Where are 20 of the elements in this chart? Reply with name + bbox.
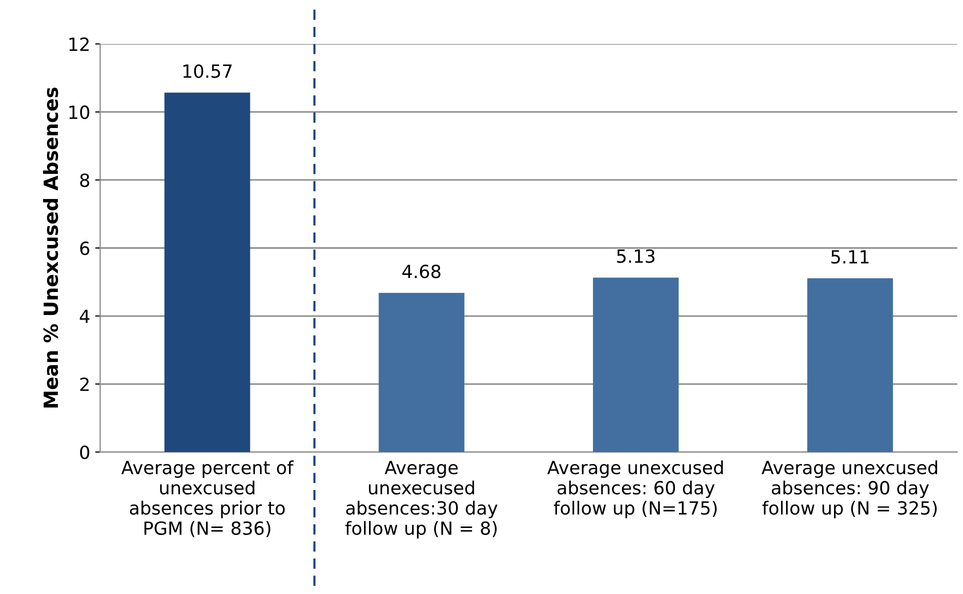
data-label: 5.13 <box>617 249 654 263</box>
bar <box>378 292 464 452</box>
bar <box>807 278 893 452</box>
data-label: 4.68 <box>402 264 440 278</box>
x-tick-label: Average percent of unexcused absences prior to PGM (N= 836) <box>121 460 294 538</box>
x-tick-label: Average unexcused absences: 90 day follow up (N = 325) <box>762 460 938 518</box>
y-tick-label: 8 <box>80 173 90 188</box>
y-tick-label: 0 <box>80 445 90 460</box>
y-tick-label: 10 <box>69 105 90 120</box>
x-tick-label: Average unexecused absences:30 day follow up (N = 8) <box>345 460 498 538</box>
y-tick-label: 4 <box>80 310 90 323</box>
y-tick-label: 12 <box>69 37 89 51</box>
data-label: 10.57 <box>183 64 232 78</box>
y-tick-label: 6 <box>80 241 90 256</box>
bar <box>592 278 679 452</box>
x-tick-label: Average unexcused absences: 60 day follow up (N=175) <box>547 460 723 518</box>
data-label: 5.11 <box>831 250 869 264</box>
y-tick-label: 2 <box>80 377 89 391</box>
bar <box>164 92 250 452</box>
y-axis-title: Mean % Unexcused Absences <box>43 88 58 408</box>
